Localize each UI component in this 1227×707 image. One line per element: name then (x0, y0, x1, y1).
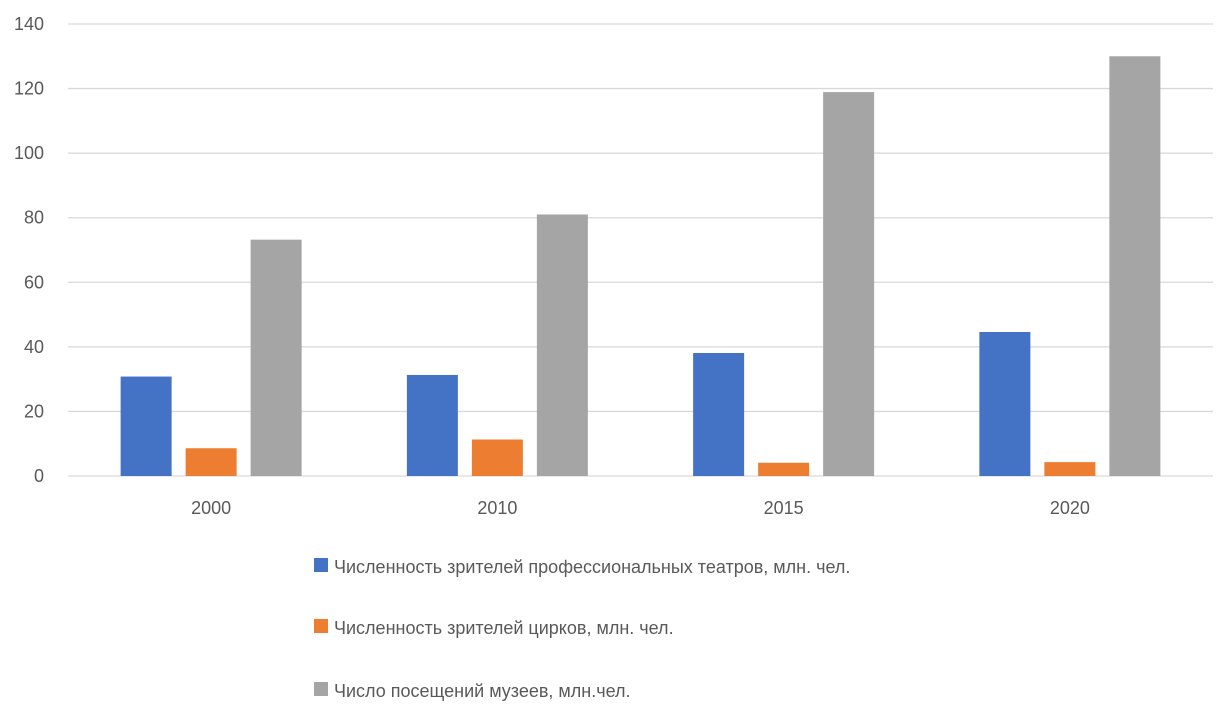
bar-series-2-2000 (185, 448, 237, 476)
gridlines (68, 23, 1213, 477)
bar-series-3-2010 (536, 214, 588, 476)
bar-series-3-2020 (1109, 56, 1161, 477)
legend-swatch (314, 619, 328, 633)
y-tick-label: 60 (24, 272, 44, 292)
y-axis-tick-labels: 0 20 40 60 80 100 120 140 (14, 14, 44, 486)
bar-series-1-2000 (120, 376, 172, 476)
bar-series-2-2015 (758, 462, 810, 476)
bar-series-2-2010 (471, 439, 523, 476)
bar-series-3-2015 (823, 92, 875, 476)
x-tick-label: 2000 (191, 498, 231, 518)
bar-series-2-2020 (1044, 462, 1096, 476)
legend-label: Число посещений музеев, млн.чел. (334, 681, 631, 701)
legend: Численность зрителей профессиональных те… (314, 557, 850, 701)
y-tick-label: 40 (24, 337, 44, 357)
bar-series-1-2010 (406, 374, 458, 476)
y-tick-label: 140 (14, 14, 44, 34)
bar-series-1-2020 (979, 332, 1031, 476)
bar-series-1-2015 (693, 352, 745, 476)
x-tick-label: 2020 (1050, 498, 1090, 518)
legend-label: Численность зрителей профессиональных те… (334, 557, 850, 577)
legend-swatch (314, 682, 328, 696)
legend-swatch (314, 558, 328, 572)
y-tick-label: 20 (24, 401, 44, 421)
legend-label: Численность зрителей цирков, млн. чел. (334, 618, 674, 638)
y-tick-label: 80 (24, 208, 44, 228)
bars (120, 56, 1161, 477)
x-tick-label: 2010 (477, 498, 517, 518)
y-tick-label: 120 (14, 79, 44, 99)
bar-series-3-2000 (250, 239, 302, 476)
y-tick-label: 0 (34, 466, 44, 486)
x-tick-label: 2015 (764, 498, 804, 518)
y-tick-label: 100 (14, 143, 44, 163)
x-axis-tick-labels: 2000 2010 2015 2020 (191, 498, 1090, 518)
